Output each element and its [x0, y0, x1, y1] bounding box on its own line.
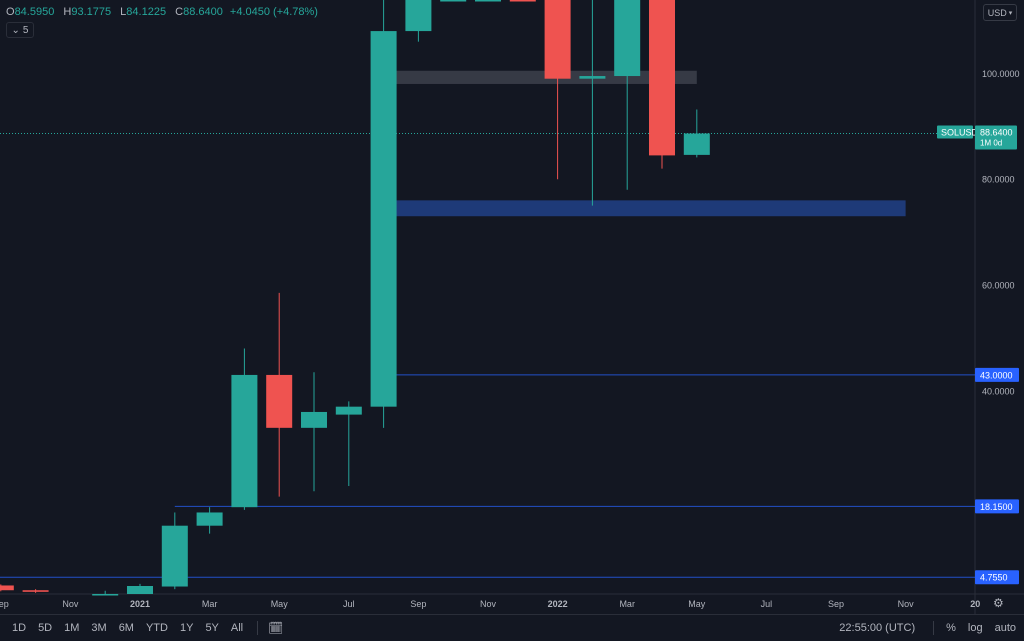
- candle-body: [266, 374, 293, 428]
- currency-label: USD: [987, 7, 1007, 18]
- symbol-label-bg: [937, 125, 973, 139]
- interval-label: 1M 0d: [980, 138, 1002, 147]
- log-toggle[interactable]: log: [967, 622, 983, 634]
- close-value: 88.6400: [183, 6, 223, 18]
- range-button-1y[interactable]: 1Y: [179, 622, 194, 634]
- high-value: 93.1775: [71, 6, 112, 18]
- candle-body: [509, 0, 536, 2]
- range-button-ytd[interactable]: YTD: [145, 622, 168, 634]
- level-label-bg: [975, 367, 1019, 382]
- x-tick-label: Nov: [62, 599, 79, 609]
- x-tick-label: May: [688, 599, 706, 609]
- range-button-5y[interactable]: 5Y: [205, 622, 219, 634]
- x-tick-label: Sep: [828, 599, 844, 609]
- gear-icon[interactable]: ⚙: [993, 596, 1004, 610]
- currency-selector[interactable]: USD ▾: [983, 4, 1017, 21]
- level-label-bg: [975, 499, 1019, 514]
- auto-toggle[interactable]: auto: [994, 622, 1016, 634]
- x-tick-label: Jul: [343, 599, 355, 609]
- divider: [257, 621, 259, 635]
- x-tick-label: Jul: [761, 599, 773, 609]
- x-tick-label: Mar: [202, 599, 218, 609]
- x-tick-label: Nov: [898, 599, 915, 609]
- candle-body: [127, 586, 153, 594]
- candle-body: [370, 31, 397, 407]
- candle-body: [335, 406, 362, 415]
- x-tick-label: 2022: [548, 599, 568, 609]
- x-tick-label: Mar: [619, 599, 635, 609]
- candle-body: [92, 594, 119, 596]
- candle-body: [475, 0, 501, 2]
- y-tick-label: 100.0000: [982, 69, 1020, 79]
- x-tick-label: Sep: [0, 599, 9, 609]
- range-button-3m[interactable]: 3M: [91, 622, 107, 634]
- range-button-6m[interactable]: 6M: [118, 622, 134, 634]
- candle-body: [614, 0, 641, 77]
- open-value: 84.5950: [14, 6, 55, 18]
- candle-body: [544, 0, 571, 79]
- candle-body: [405, 0, 432, 32]
- range-button-5d[interactable]: 5D: [38, 622, 53, 634]
- x-tick-label: Sep: [410, 599, 426, 609]
- y-tick-label: 60.0000: [982, 281, 1015, 291]
- x-tick-label: May: [271, 599, 289, 609]
- candle-body: [161, 525, 188, 587]
- calendar-icon[interactable]: 🗓: [268, 621, 284, 635]
- change-value: +4.0450 (+4.78%): [229, 6, 318, 18]
- range-button-all[interactable]: All: [230, 622, 244, 634]
- symbol-label: SOLUSD: [941, 127, 979, 137]
- x-tick-label: 2021: [130, 599, 150, 609]
- x-tick-label: Nov: [480, 599, 497, 609]
- price-chart[interactable]: 40.000060.000080.0000100.0000120.0000140…: [0, 0, 1024, 614]
- candle-body: [196, 512, 223, 526]
- candle-body: [649, 0, 675, 156]
- y-tick-label: 80.0000: [982, 175, 1015, 185]
- time-display[interactable]: 22:55:00 (UTC): [839, 622, 916, 634]
- zone-rect: [394, 200, 906, 217]
- candle-body: [22, 590, 49, 592]
- x-tick-label: 20: [970, 599, 980, 609]
- candle-body: [231, 374, 258, 508]
- level-label: 18.1500: [980, 502, 1013, 512]
- bottom-toolbar: 1D 5D 1M 3M 6M YTD 1Y 5Y All 🗓 22:55:00 (UTC) % …: [0, 614, 1024, 641]
- candle-body: [0, 585, 14, 591]
- last-price-label-bg: [975, 125, 1017, 150]
- candle-body: [301, 411, 327, 428]
- chevron-down-icon: ⌄: [11, 24, 20, 36]
- candle-body: [440, 0, 467, 2]
- chevron-down-icon: ▾: [1008, 9, 1013, 17]
- low-value: 84.1225: [126, 6, 167, 18]
- range-button-1d[interactable]: 1D: [12, 622, 27, 634]
- candle-body: [579, 76, 606, 79]
- y-tick-label: 40.0000: [982, 386, 1015, 396]
- level-label-bg: [975, 570, 1019, 585]
- indicators-toggle-button[interactable]: ⌄ 5: [6, 22, 34, 38]
- level-label: 4.7550: [980, 573, 1008, 583]
- indicator-count: 5: [22, 24, 29, 36]
- range-buttons: 1D 5D 1M 3M 6M YTD 1Y 5Y All: [0, 622, 243, 634]
- percent-toggle[interactable]: %: [946, 622, 956, 634]
- last-price-label: 88.6400: [980, 127, 1013, 137]
- level-label: 43.0000: [980, 370, 1013, 380]
- range-button-1m[interactable]: 1M: [64, 622, 80, 634]
- ohlc-legend: O84.5950 H93.1775 L84.1225 C88.6400 +4.0…: [6, 6, 318, 18]
- candle-body: [683, 133, 710, 155]
- divider: [933, 621, 935, 635]
